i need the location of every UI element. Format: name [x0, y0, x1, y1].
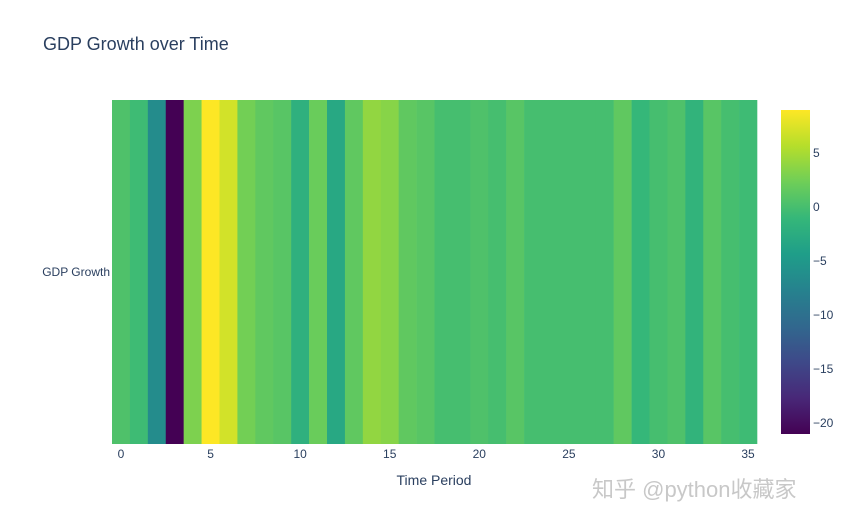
colorbar-ticks: 5 0 −5 −10 −15 −20: [813, 146, 834, 430]
heatmap-cell: [452, 100, 471, 444]
heatmap-cell: [721, 100, 740, 444]
heatmap-cell: [667, 100, 686, 444]
x-axis-title: Time Period: [397, 472, 472, 488]
colorbar-tick-label: 5: [813, 146, 820, 160]
heatmap-cell: [291, 100, 310, 444]
heatmap-cell: [703, 100, 722, 444]
x-tick-label: 20: [473, 447, 487, 461]
x-tick-label: 25: [562, 447, 576, 461]
heatmap-cell: [685, 100, 704, 444]
colorbar-tick-label: −5: [813, 254, 827, 268]
y-tick-label: GDP Growth: [42, 265, 110, 279]
heatmap-cells: [112, 100, 758, 444]
heatmap-cell: [380, 100, 399, 444]
heatmap-cell: [416, 100, 435, 444]
heatmap-cell: [470, 100, 489, 444]
heatmap-cell: [183, 100, 202, 444]
heatmap-cell: [112, 100, 131, 444]
x-tick-label: 35: [741, 447, 755, 461]
heatmap-cell: [147, 100, 167, 444]
heatmap-cell: [255, 100, 274, 444]
colorbar: [781, 110, 810, 434]
heatmap-cell: [649, 100, 668, 444]
heatmap-cell: [309, 100, 328, 444]
heatmap-cell: [595, 100, 614, 444]
heatmap-cell: [613, 100, 632, 444]
heatmap-cell: [631, 100, 650, 444]
heatmap-cell: [739, 100, 758, 444]
heatmap-cell: [219, 100, 238, 444]
x-tick-label: 10: [293, 447, 307, 461]
heatmap-cell: [577, 100, 597, 444]
heatmap-cell: [165, 100, 184, 444]
colorbar-tick-label: 0: [813, 200, 820, 214]
heatmap-cell: [201, 100, 220, 444]
heatmap-cell: [559, 100, 579, 444]
x-axis-ticks: 0 5 10 15 20 25 30 35: [118, 447, 755, 461]
watermark-text: 知乎 @python收藏家: [592, 477, 797, 502]
heatmap-cell: [434, 100, 453, 444]
colorbar-tick-label: −20: [813, 416, 834, 430]
y-axis-ticks: GDP Growth: [42, 265, 110, 279]
heatmap-cell: [237, 100, 256, 444]
x-tick-label: 30: [652, 447, 666, 461]
heatmap-cell: [362, 100, 382, 444]
heatmap-cell: [506, 100, 525, 444]
colorbar-tick-label: −15: [813, 362, 834, 376]
heatmap-cell: [344, 100, 364, 444]
heatmap-cell: [524, 100, 543, 444]
heatmap-cell: [488, 100, 507, 444]
chart-title: GDP Growth over Time: [43, 34, 229, 54]
x-tick-label: 0: [118, 447, 125, 461]
colorbar-tick-label: −10: [813, 308, 834, 322]
x-tick-label: 15: [383, 447, 397, 461]
heatmap-cell: [542, 100, 561, 444]
heatmap-cell: [398, 100, 417, 444]
heatmap-cell: [327, 100, 346, 444]
heatmap-cell: [273, 100, 292, 444]
x-tick-label: 5: [207, 447, 214, 461]
heatmap-cell: [129, 100, 149, 444]
